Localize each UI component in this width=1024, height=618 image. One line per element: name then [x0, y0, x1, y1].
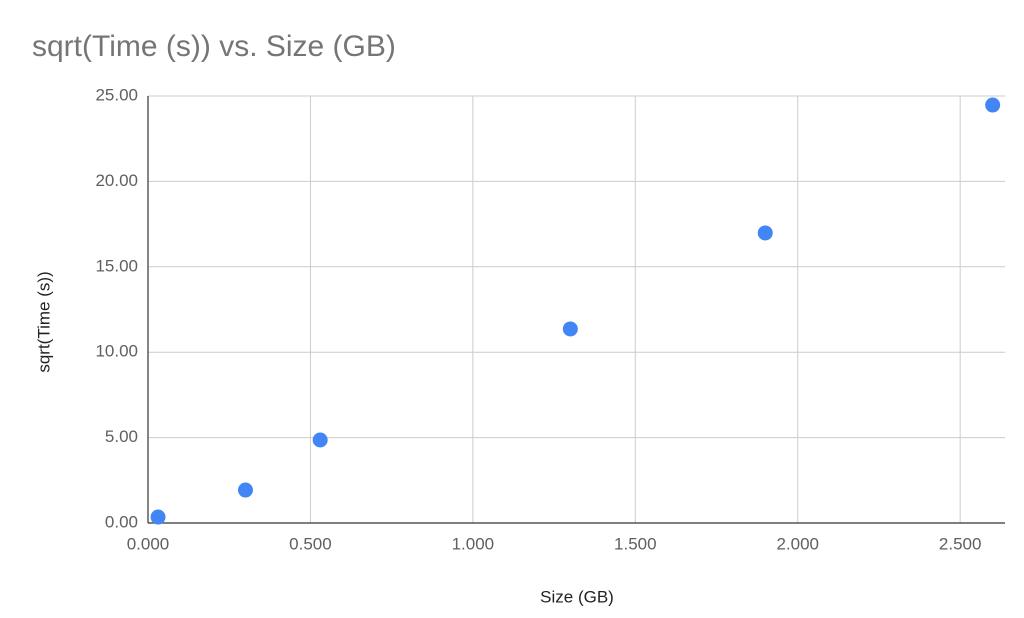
x-tick-label: 0.500 — [289, 534, 332, 553]
grid: 0.00 5.00 10.00 15.00 20.00 25.00 0.000 0.500 1.… — [95, 85, 1005, 553]
x-tick-label: 1.000 — [452, 534, 495, 553]
point — [150, 509, 166, 525]
y-tick-label: 5.00 — [105, 427, 138, 446]
y-tick-label: 0.00 — [105, 512, 138, 531]
chart-title: sqrt(Time (s)) vs. Size (GB) — [32, 30, 396, 63]
y-tick-label: 15.00 — [95, 256, 138, 275]
point — [757, 225, 773, 241]
marks — [150, 97, 1001, 525]
y-tick-label: 20.00 — [95, 171, 138, 190]
x-tick-label: 1.500 — [614, 534, 657, 553]
y-tick-label: 25.00 — [95, 85, 138, 104]
y-axis-label: sqrt(Time (s)) — [34, 271, 53, 372]
x-tick-label: 0.000 — [127, 534, 170, 553]
y-tick-label: 10.00 — [95, 342, 138, 361]
x-tick-label: 2.500 — [939, 534, 982, 553]
x-tick-label: 2.000 — [776, 534, 819, 553]
point — [312, 432, 328, 448]
point — [237, 482, 253, 498]
point — [985, 97, 1001, 113]
x-axis-label: Size (GB) — [540, 587, 614, 606]
point — [562, 321, 578, 337]
